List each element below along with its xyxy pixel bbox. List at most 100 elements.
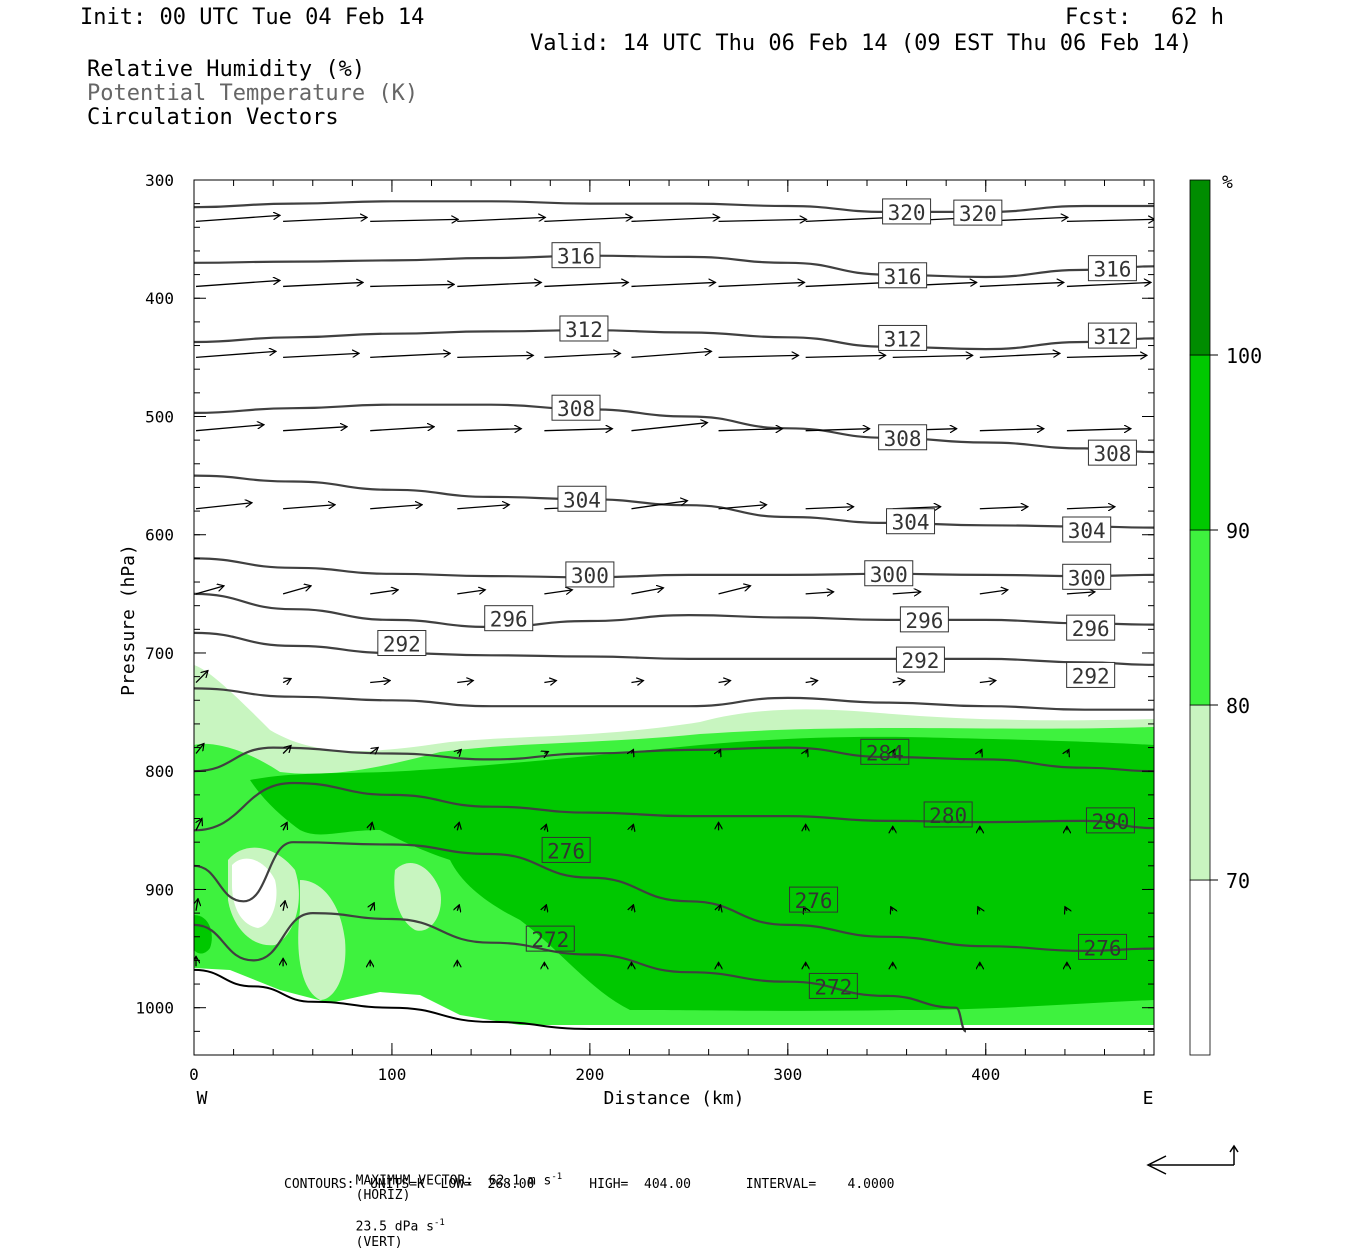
wind-vector: [979, 429, 1044, 431]
wind-vector: [631, 501, 687, 510]
wind-vector: [457, 681, 473, 683]
wind-vector: [718, 586, 751, 595]
wind-vector: [544, 824, 546, 830]
colorbar-segment: [1189, 179, 1211, 356]
theta-contour-288: [194, 687, 1154, 711]
wind-vector: [718, 355, 799, 357]
x-west-label: W: [197, 1088, 208, 1109]
max-vector-vert-unit: (VERT): [355, 1234, 403, 1250]
wind-vector: [979, 282, 1064, 288]
contour-label: 300: [1068, 566, 1106, 590]
y-axis-title: Pressure (hPa): [118, 544, 139, 696]
contour-label: 304: [892, 511, 930, 535]
y-tick-label: 500: [145, 407, 174, 426]
wind-vector: [370, 681, 390, 683]
theta-contour-320: [194, 200, 1154, 214]
rh-shading: [194, 665, 1154, 1055]
contour-label: 312: [884, 327, 922, 351]
y-tick-label: 800: [145, 762, 174, 781]
wind-vector: [631, 351, 711, 359]
contour-label-box: [1066, 614, 1116, 641]
contour-label-box: [953, 199, 1003, 226]
init-time: Init: 00 UTC Tue 04 Feb 14: [80, 5, 425, 30]
contour-label-box: [886, 508, 936, 535]
contour-label: 296: [905, 609, 943, 633]
wind-vector: [195, 586, 224, 595]
contour-label-box: [789, 886, 839, 913]
y-tick-label: 1000: [135, 999, 174, 1018]
contour-label: 276: [1084, 936, 1122, 960]
wind-vector: [891, 907, 893, 911]
wind-vector: [283, 901, 285, 911]
contour-label: 304: [1068, 519, 1106, 543]
wind-vector: [718, 282, 805, 288]
surface-line: [194, 968, 1154, 1031]
contour-label-box: [565, 561, 615, 588]
contour-label: 312: [565, 318, 603, 342]
wind-vector: [196, 899, 198, 911]
wind-vector: [195, 425, 264, 432]
wind-vector: [544, 590, 572, 594]
x-axis-title: Distance (km): [604, 1088, 745, 1109]
wind-vector: [282, 586, 311, 595]
theta-contour-308: [194, 403, 1154, 454]
wind-vector: [282, 745, 291, 754]
wind-vector: [544, 905, 546, 911]
contour-label-box: [541, 836, 591, 863]
contour-label: 296: [1072, 617, 1110, 641]
x-east-label: E: [1143, 1088, 1154, 1109]
wind-vector: [631, 217, 719, 223]
forecast-hour: Fcst: 62 h: [1065, 5, 1224, 30]
contour-label: 308: [884, 427, 922, 451]
wind-vector: [283, 427, 347, 432]
wind-vector: [979, 681, 996, 683]
wind-vector: [631, 423, 707, 432]
y-tick-label: 900: [145, 880, 174, 899]
wind-vector: [457, 590, 485, 594]
contour-label: 316: [557, 245, 595, 269]
colorbar-segment: [1189, 529, 1211, 706]
wind-vector: [457, 355, 533, 357]
plot-frame: [193, 179, 1155, 1056]
y-tick-label: 300: [145, 171, 174, 190]
wind-vector: [457, 749, 461, 753]
wind-vector: [718, 681, 731, 683]
wind-vector: [370, 427, 434, 432]
below-ground: [194, 968, 1154, 1055]
wind-vector: [1066, 429, 1131, 431]
wind-vector: [805, 429, 870, 431]
wind-vector: [980, 749, 982, 753]
contour-label-box: [484, 605, 534, 632]
contour-label-box: [1085, 807, 1135, 834]
wind-vector: [978, 907, 980, 911]
wind-vector: [806, 749, 808, 753]
wind-vector: [195, 280, 280, 288]
contour-label-box: [1062, 563, 1112, 590]
field-rh-label: Relative Humidity (%): [87, 57, 366, 82]
wind-vector: [979, 353, 1060, 359]
contour-label-box: [878, 424, 928, 451]
contour-label: 280: [929, 804, 967, 828]
x-tick-label: 400: [971, 1065, 1000, 1084]
theta-contour-316: [194, 254, 1154, 279]
wind-vector: [544, 217, 632, 223]
contour-label: 316: [1093, 258, 1131, 282]
contour-label-box: [882, 198, 932, 225]
wind-vector: [370, 353, 450, 359]
wind-vector: [283, 353, 359, 359]
contour-label-box: [525, 925, 575, 952]
max-vector-note: MAXIMUM VECTOR: 62.1 m s-1 (HORIZ) 23.5 …: [355, 1172, 563, 1250]
contour-label: 292: [901, 649, 939, 673]
x-tick-label: 300: [773, 1065, 802, 1084]
wind-vector: [718, 429, 783, 431]
contours-note: CONTOURS: UNITS=K LOW= 268.00 HIGH= 404.…: [284, 1177, 895, 1192]
x-tick-label: 0: [189, 1065, 199, 1084]
wind-vector: [1066, 507, 1115, 509]
contour-label-box: [557, 485, 607, 512]
contour-label-box: [559, 315, 609, 342]
y-tick-label: 400: [145, 289, 174, 308]
contour-label: 272: [531, 928, 569, 952]
wind-vector: [370, 284, 454, 286]
contour-label-box: [878, 262, 928, 289]
wind-vector: [631, 824, 633, 830]
